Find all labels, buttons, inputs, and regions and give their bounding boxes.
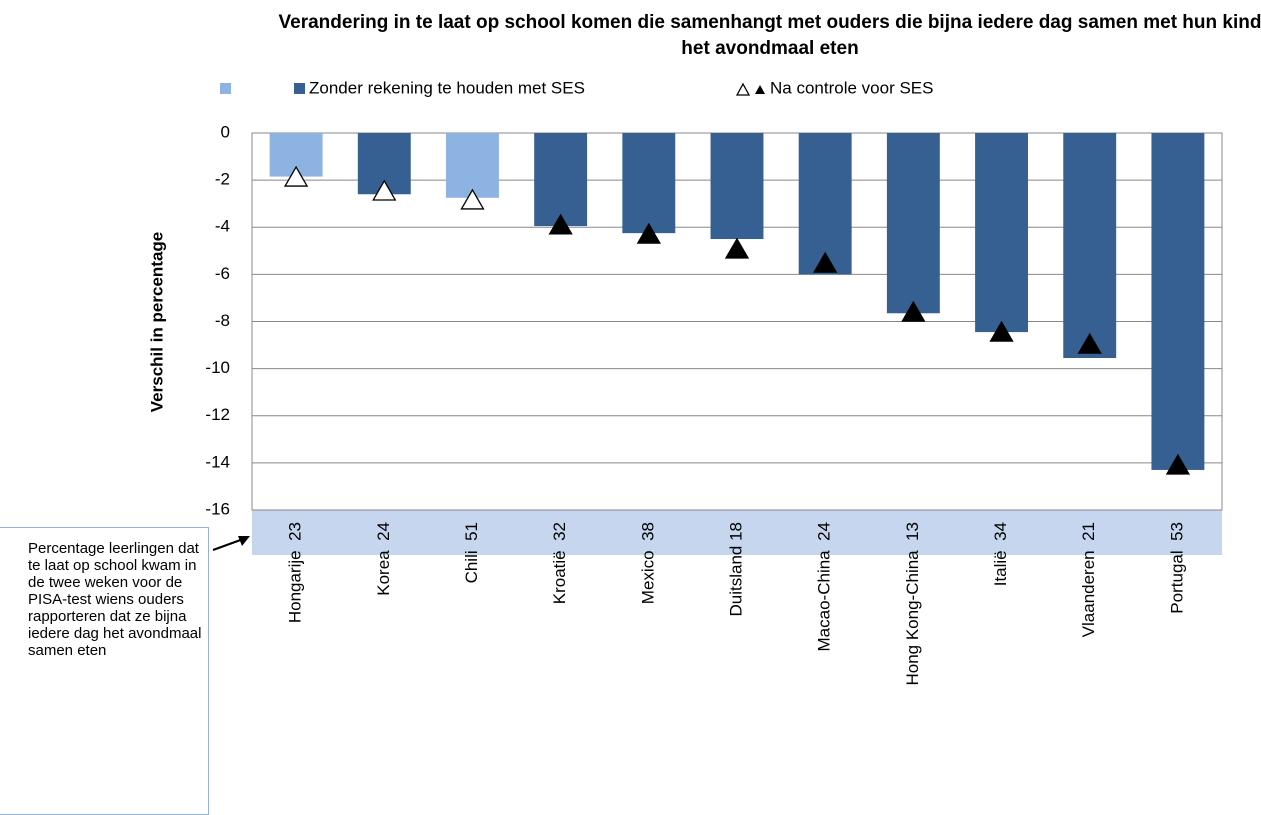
bar [622,133,676,234]
x-tick-label: Italië 34 [991,522,1010,586]
bar [710,133,764,240]
legend-marker [755,85,765,94]
bar [534,133,588,227]
y-tick-label: -4 [215,217,230,236]
marker [813,251,838,273]
chart-title: Verandering in te laat op school komen d… [278,12,1261,59]
marker [1077,332,1102,354]
y-tick-label: -14 [205,452,230,471]
arrow-head [238,536,250,546]
marker [636,222,661,244]
x-tick-label: Vlaanderen 21 [1079,522,1098,637]
y-tick-label: -2 [215,170,230,189]
y-axis-title: Verschil in percentage [147,232,166,412]
x-tick-label: Duitsland 18 [726,522,745,617]
legend-label: Na controle voor SES [770,78,933,97]
x-tick-label: Hongarije 23 [286,522,305,623]
marker [372,179,397,201]
annotation: Percentage leerlingen dat te laat op sch… [0,527,209,815]
bar [975,133,1028,333]
x-tick-label: Macao-China 24 [815,522,834,651]
y-tick-label: 0 [221,122,230,141]
y-tick-label: -6 [215,264,230,283]
x-tick-label: Mexico 38 [638,522,657,604]
x-tick-label: Portugal 53 [1167,522,1186,614]
marker [283,165,309,187]
y-tick-label: -12 [205,405,230,424]
x-tick-label: Korea 24 [374,522,393,596]
bar [798,133,852,275]
bar [446,133,499,198]
marker [989,320,1014,342]
label-band [252,510,1222,555]
legend-label: Zonder rekening te houden met SES [309,78,585,97]
marker [1165,453,1191,475]
x-tick-label: Kroatië 32 [550,522,569,604]
x-tick-label: Hong Kong-China 13 [903,522,922,686]
bar [1151,133,1205,470]
marker [460,188,485,210]
y-tick-label: -8 [215,311,230,330]
legend-swatch [294,83,305,94]
legend-marker [735,82,751,96]
marker [724,237,750,259]
legend-swatch [220,83,231,94]
x-tick-label: Chili 51 [462,522,481,583]
bar [1063,133,1117,359]
y-tick-label: -10 [205,358,230,377]
marker [548,213,573,235]
marker [901,300,926,322]
y-tick-label: -16 [205,499,230,518]
bar [886,133,940,314]
